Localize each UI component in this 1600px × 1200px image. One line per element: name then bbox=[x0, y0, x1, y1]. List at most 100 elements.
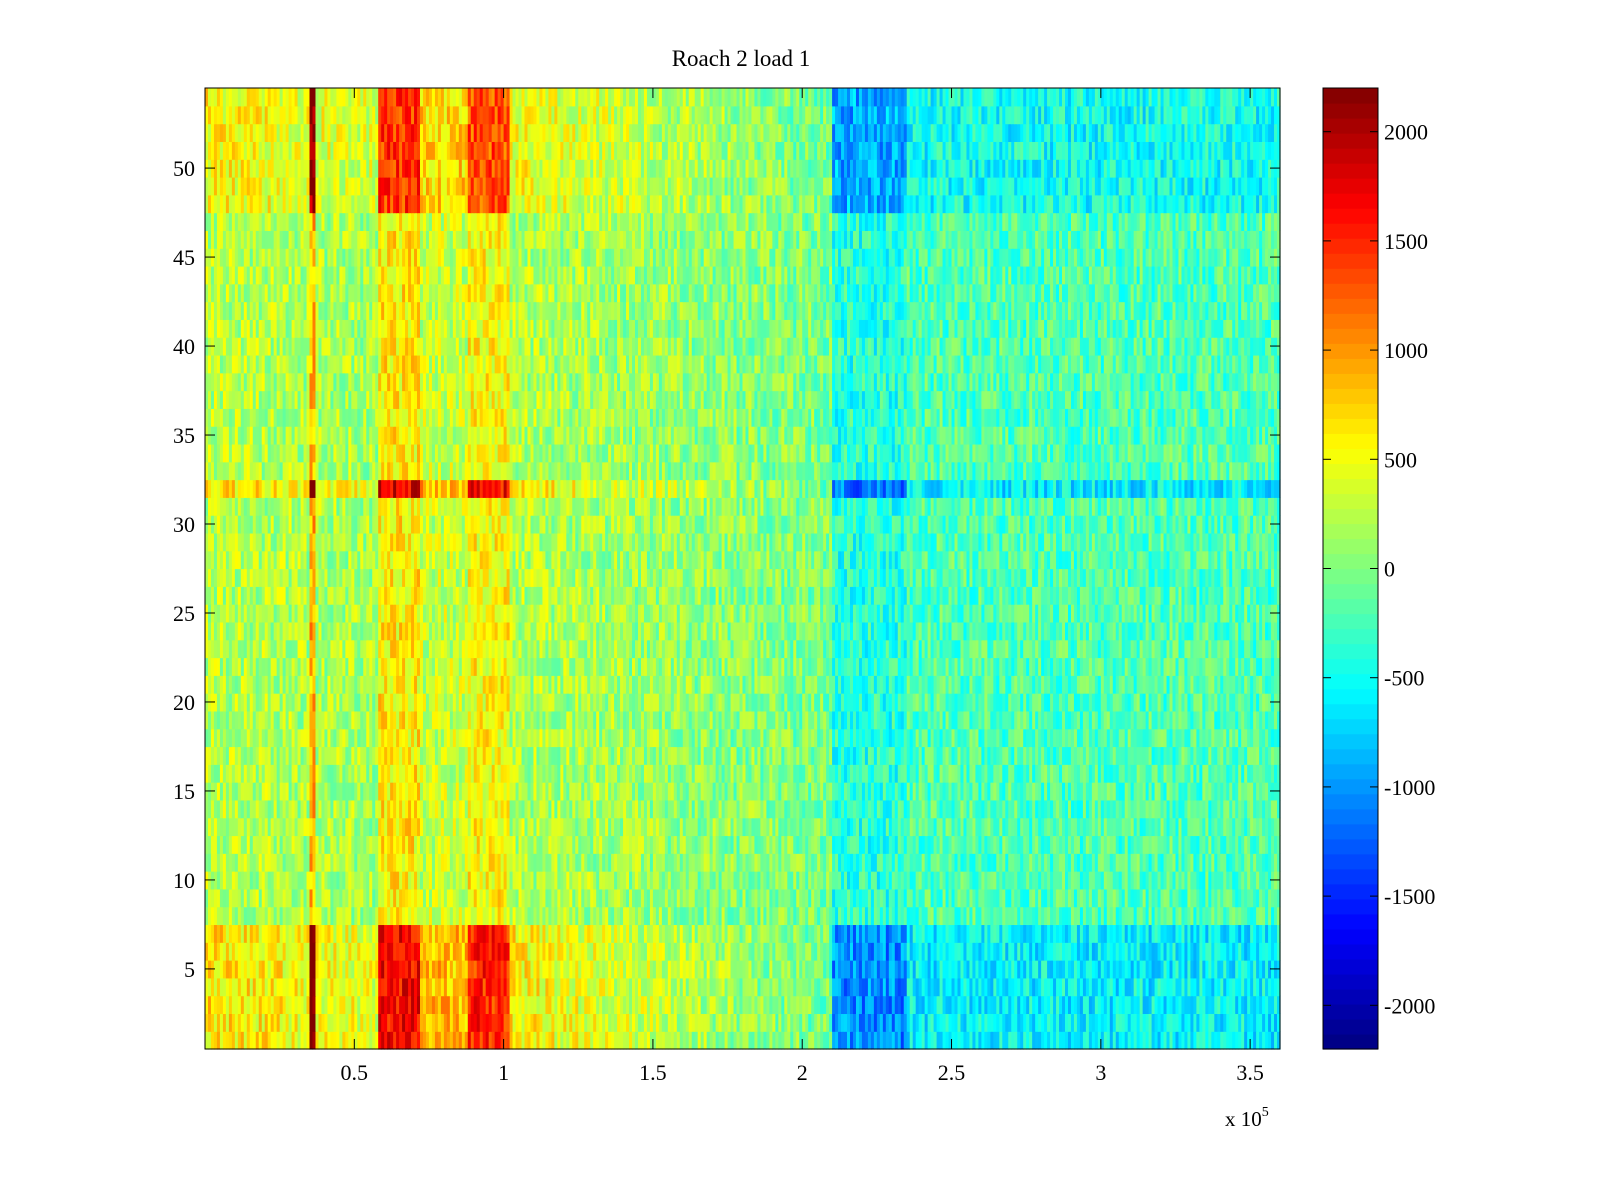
heatmap-cell bbox=[581, 924, 585, 943]
heatmap-cell bbox=[1130, 924, 1135, 943]
heatmap-cell bbox=[623, 906, 627, 926]
heatmap-cell bbox=[497, 924, 502, 943]
heatmap-cell bbox=[1262, 1013, 1266, 1032]
heatmap-cell bbox=[578, 960, 582, 979]
heatmap-cell bbox=[536, 1031, 541, 1050]
heatmap-cell bbox=[240, 942, 245, 961]
heatmap-cell bbox=[805, 906, 809, 926]
heatmap-cell bbox=[1070, 1031, 1075, 1050]
heatmap-cell bbox=[1268, 1013, 1272, 1032]
heatmap-cell bbox=[363, 924, 367, 943]
heatmap-cell bbox=[838, 1031, 842, 1050]
heatmap-cell bbox=[1124, 1031, 1129, 1050]
heatmap-cell bbox=[730, 924, 735, 943]
heatmap-cell bbox=[258, 995, 263, 1015]
heatmap-cell bbox=[1056, 960, 1060, 979]
heatmap-cell bbox=[566, 960, 570, 979]
heatmap-cell bbox=[640, 924, 645, 943]
heatmap-cell bbox=[670, 977, 675, 997]
heatmap-cell bbox=[703, 942, 708, 961]
heatmap-cell bbox=[1166, 977, 1171, 997]
heatmap-cell bbox=[852, 906, 857, 926]
heatmap-cell bbox=[981, 977, 985, 997]
heatmap-cell bbox=[1085, 1031, 1090, 1050]
heatmap-cell bbox=[1053, 977, 1057, 997]
heatmap-cell bbox=[1106, 1031, 1111, 1050]
heatmap-cell bbox=[1124, 924, 1129, 943]
heatmap-cell bbox=[384, 942, 388, 961]
heatmap-cell bbox=[823, 924, 827, 943]
heatmap-cell bbox=[503, 977, 508, 997]
heatmap-cell bbox=[900, 995, 905, 1015]
heatmap-cell bbox=[945, 995, 950, 1015]
heatmap-cell bbox=[590, 924, 594, 943]
heatmap-cell bbox=[1056, 1013, 1060, 1032]
heatmap-cell bbox=[1070, 942, 1075, 961]
heatmap-cell bbox=[706, 1031, 711, 1050]
heatmap-cell bbox=[476, 995, 481, 1015]
heatmap-cell bbox=[1115, 942, 1120, 961]
heatmap-cell bbox=[213, 960, 218, 979]
heatmap-cell bbox=[491, 942, 496, 961]
heatmap-cell bbox=[399, 1031, 403, 1050]
heatmap-cell bbox=[784, 942, 788, 961]
heatmap-cell bbox=[1232, 906, 1236, 926]
heatmap-cell bbox=[1208, 1013, 1212, 1032]
heatmap-cell bbox=[405, 924, 409, 943]
heatmap-cell bbox=[1190, 924, 1195, 943]
heatmap-cell bbox=[1124, 977, 1129, 997]
heatmap-cell bbox=[1127, 1031, 1132, 1050]
heatmap-cell bbox=[446, 977, 451, 997]
heatmap-cell bbox=[682, 977, 687, 997]
heatmap-cell bbox=[900, 1013, 905, 1032]
heatmap-cell bbox=[951, 977, 956, 997]
heatmap-cell bbox=[542, 1031, 547, 1050]
heatmap-cell bbox=[733, 960, 738, 979]
heatmap-cell bbox=[978, 995, 982, 1015]
heatmap-cell bbox=[396, 995, 400, 1015]
heatmap-cell bbox=[578, 995, 582, 1015]
heatmap-cell bbox=[969, 924, 974, 943]
heatmap-cell bbox=[921, 1031, 926, 1050]
heatmap-cell bbox=[536, 942, 541, 961]
heatmap-cell bbox=[691, 977, 696, 997]
heatmap-cell bbox=[216, 924, 221, 943]
heatmap-cell bbox=[1035, 995, 1039, 1015]
heatmap-cell bbox=[990, 977, 994, 997]
heatmap-cell bbox=[930, 995, 935, 1015]
heatmap-cell bbox=[1029, 942, 1033, 961]
heatmap-cell bbox=[1065, 977, 1069, 997]
heatmap-cell bbox=[814, 924, 818, 943]
heatmap-cell bbox=[581, 1031, 585, 1050]
heatmap-cell bbox=[1088, 1013, 1093, 1032]
heatmap-cell bbox=[1187, 924, 1192, 943]
heatmap-cell bbox=[575, 960, 579, 979]
heatmap-cell bbox=[847, 924, 851, 943]
heatmap-cell bbox=[918, 995, 923, 1015]
heatmap-cell bbox=[1214, 1031, 1218, 1050]
heatmap-cell bbox=[1208, 977, 1212, 997]
heatmap-cell bbox=[554, 995, 558, 1015]
heatmap-cell bbox=[207, 924, 212, 943]
heatmap-cell bbox=[384, 906, 388, 926]
heatmap-cell bbox=[252, 1013, 257, 1032]
heatmap-cell bbox=[587, 942, 591, 961]
heatmap-cell bbox=[960, 924, 965, 943]
heatmap-cell bbox=[557, 1031, 561, 1050]
heatmap-cell bbox=[366, 924, 370, 943]
heatmap-cell bbox=[297, 924, 302, 943]
heatmap-cell bbox=[318, 942, 323, 961]
heatmap-cell bbox=[297, 995, 302, 1015]
heatmap-cell bbox=[909, 924, 914, 943]
heatmap-cell bbox=[972, 924, 977, 943]
heatmap-cell bbox=[1193, 977, 1197, 997]
heatmap-cell bbox=[288, 942, 293, 961]
heatmap-cell bbox=[652, 1013, 657, 1032]
heatmap-cell bbox=[1050, 977, 1054, 997]
heatmap-cell bbox=[216, 1013, 221, 1032]
heatmap-cell bbox=[210, 942, 215, 961]
heatmap-cell bbox=[1020, 977, 1024, 997]
heatmap-cell bbox=[1151, 1013, 1156, 1032]
heatmap-cell bbox=[294, 960, 299, 979]
heatmap-cell bbox=[467, 977, 472, 997]
